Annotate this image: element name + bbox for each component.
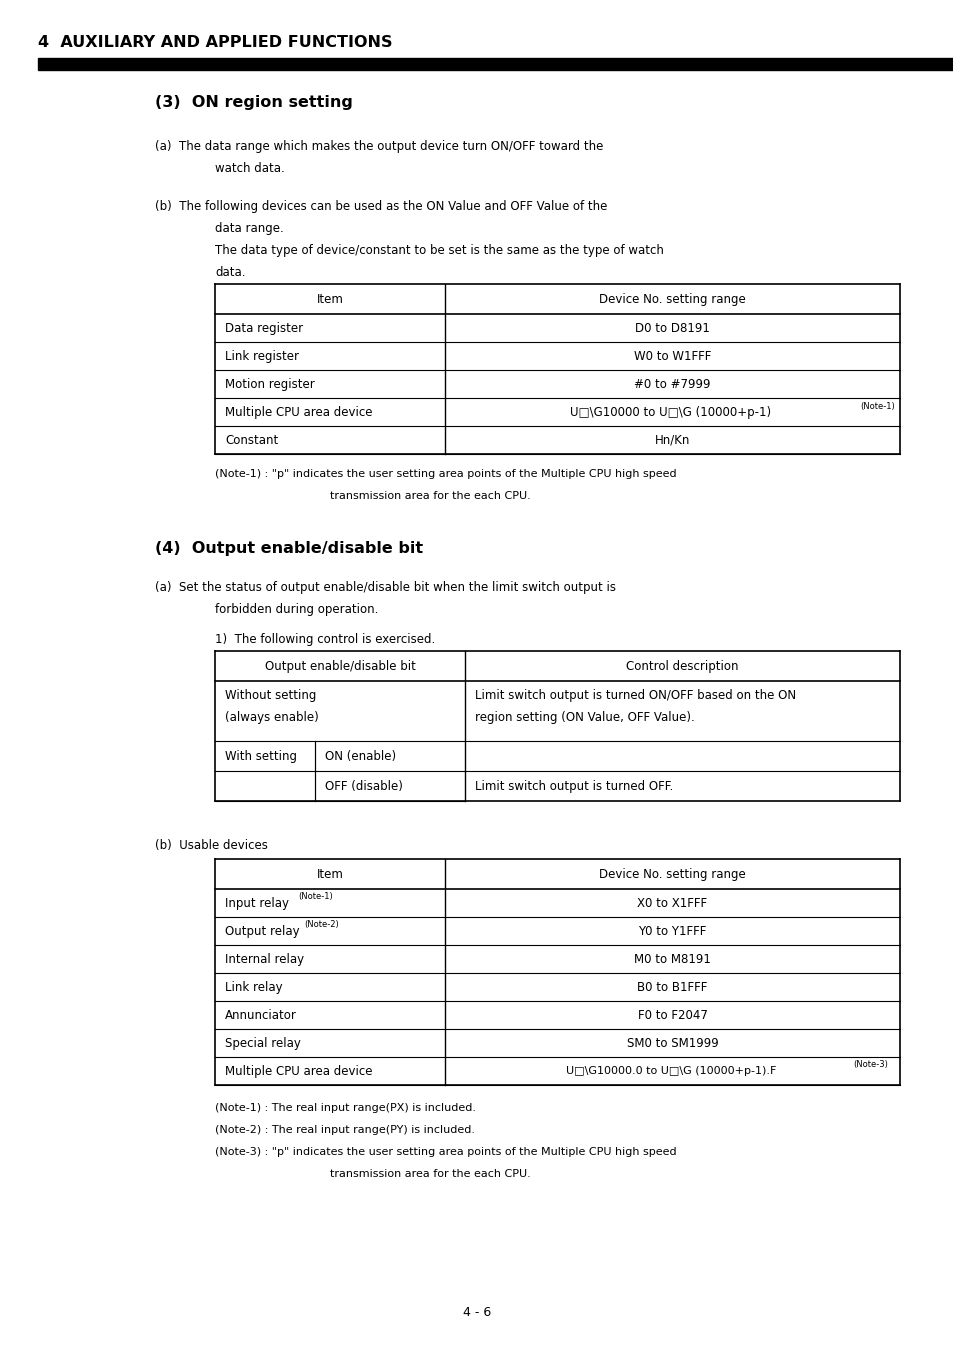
Text: Multiple CPU area device: Multiple CPU area device	[225, 1065, 372, 1077]
Text: ON (enable): ON (enable)	[325, 749, 395, 763]
Text: 1)  The following control is exercised.: 1) The following control is exercised.	[214, 633, 435, 647]
Text: B0 to B1FFF: B0 to B1FFF	[637, 980, 707, 994]
Text: (a)  Set the status of output enable/disable bit when the limit switch output is: (a) Set the status of output enable/disa…	[154, 580, 616, 594]
Text: (Note-3): (Note-3)	[852, 1060, 887, 1068]
Text: M0 to M8191: M0 to M8191	[634, 953, 710, 965]
Text: Item: Item	[316, 868, 343, 880]
Text: Device No. setting range: Device No. setting range	[598, 868, 745, 880]
Text: (3)  ON region setting: (3) ON region setting	[154, 95, 353, 109]
Text: (always enable): (always enable)	[225, 711, 318, 724]
Text: (Note-1) : "p" indicates the user setting area points of the Multiple CPU high s: (Note-1) : "p" indicates the user settin…	[214, 468, 676, 479]
Text: D0 to D8191: D0 to D8191	[635, 321, 709, 335]
Text: Device No. setting range: Device No. setting range	[598, 293, 745, 305]
Text: (b)  The following devices can be used as the ON Value and OFF Value of the: (b) The following devices can be used as…	[154, 200, 607, 213]
Text: X0 to X1FFF: X0 to X1FFF	[637, 896, 707, 910]
Text: (Note-1): (Note-1)	[860, 401, 894, 410]
Text: Link register: Link register	[225, 350, 298, 363]
Text: Without setting: Without setting	[225, 688, 316, 702]
Text: Special relay: Special relay	[225, 1037, 300, 1049]
Text: Control description: Control description	[625, 660, 738, 672]
Text: SM0 to SM1999: SM0 to SM1999	[626, 1037, 718, 1049]
Text: #0 to #7999: #0 to #7999	[634, 378, 710, 390]
Text: region setting (ON Value, OFF Value).: region setting (ON Value, OFF Value).	[475, 711, 694, 724]
Text: transmission area for the each CPU.: transmission area for the each CPU.	[330, 491, 530, 501]
Text: Link relay: Link relay	[225, 980, 282, 994]
Text: (4)  Output enable/disable bit: (4) Output enable/disable bit	[154, 541, 423, 556]
Text: Hn/Kn: Hn/Kn	[654, 433, 689, 447]
Text: Constant: Constant	[225, 433, 278, 447]
Text: With setting: With setting	[225, 749, 296, 763]
Text: Item: Item	[316, 293, 343, 305]
Text: Limit switch output is turned ON/OFF based on the ON: Limit switch output is turned ON/OFF bas…	[475, 688, 796, 702]
Text: watch data.: watch data.	[214, 162, 284, 176]
Text: (b)  Usable devices: (b) Usable devices	[154, 838, 268, 852]
Text: Output relay: Output relay	[225, 925, 299, 937]
Text: Limit switch output is turned OFF.: Limit switch output is turned OFF.	[475, 779, 673, 792]
Text: 4 - 6: 4 - 6	[462, 1305, 491, 1319]
Bar	[38, 58, 953, 70]
Text: 4  AUXILIARY AND APPLIED FUNCTIONS: 4 AUXILIARY AND APPLIED FUNCTIONS	[38, 35, 392, 50]
Text: data.: data.	[214, 266, 245, 279]
Text: (a)  The data range which makes the output device turn ON/OFF toward the: (a) The data range which makes the outpu…	[154, 140, 602, 153]
Text: (Note-2): (Note-2)	[304, 919, 339, 929]
Text: data range.: data range.	[214, 221, 283, 235]
Text: OFF (disable): OFF (disable)	[325, 779, 402, 792]
Text: F0 to F2047: F0 to F2047	[637, 1008, 707, 1022]
Text: U□\G10000 to U□\G (10000+p-1): U□\G10000 to U□\G (10000+p-1)	[570, 405, 774, 418]
Text: transmission area for the each CPU.: transmission area for the each CPU.	[330, 1169, 530, 1179]
Text: Motion register: Motion register	[225, 378, 314, 390]
Text: Output enable/disable bit: Output enable/disable bit	[264, 660, 415, 672]
Text: (Note-2) : The real input range(PY) is included.: (Note-2) : The real input range(PY) is i…	[214, 1125, 475, 1135]
Text: (Note-1): (Note-1)	[298, 891, 333, 900]
Text: forbidden during operation.: forbidden during operation.	[214, 603, 378, 616]
Text: The data type of device/constant to be set is the same as the type of watch: The data type of device/constant to be s…	[214, 244, 663, 256]
Text: Data register: Data register	[225, 321, 303, 335]
Text: W0 to W1FFF: W0 to W1FFF	[633, 350, 710, 363]
Text: Internal relay: Internal relay	[225, 953, 304, 965]
Text: Y0 to Y1FFF: Y0 to Y1FFF	[638, 925, 706, 937]
Text: (Note-3) : "p" indicates the user setting area points of the Multiple CPU high s: (Note-3) : "p" indicates the user settin…	[214, 1148, 676, 1157]
Text: Annunciator: Annunciator	[225, 1008, 296, 1022]
Text: Input relay: Input relay	[225, 896, 289, 910]
Text: Multiple CPU area device: Multiple CPU area device	[225, 405, 372, 418]
Text: (Note-1) : The real input range(PX) is included.: (Note-1) : The real input range(PX) is i…	[214, 1103, 476, 1112]
Text: U□\G10000.0 to U□\G (10000+p-1).F: U□\G10000.0 to U□\G (10000+p-1).F	[565, 1066, 779, 1076]
